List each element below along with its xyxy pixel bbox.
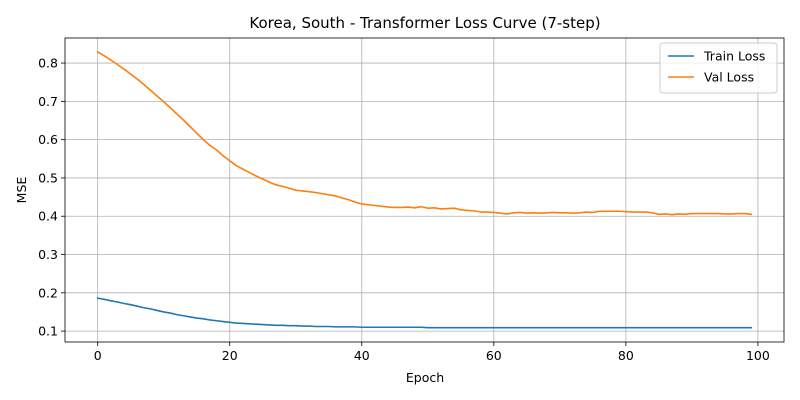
y-tick-label: 0.3	[38, 247, 58, 262]
x-axis-ticks: 0 20 40 60 80 100	[94, 342, 770, 363]
plot-area-frame	[64, 37, 785, 343]
gridlines	[65, 38, 784, 342]
x-tick-label: 20	[222, 348, 238, 363]
series-lines	[96, 50, 753, 329]
y-axis-ticks: 0.1 0.2 0.3 0.4 0.5 0.6 0.7 0.8	[38, 56, 65, 339]
y-tick-label: 0.4	[38, 209, 58, 224]
x-tick-label: 80	[618, 348, 634, 363]
chart-title: Korea, South - Transformer Loss Curve (7…	[249, 14, 600, 32]
y-tick-label: 0.7	[38, 94, 58, 109]
y-axis-label: MSE	[14, 177, 29, 204]
legend: Train Loss Val Loss	[659, 42, 778, 94]
y-tick-label: 0.6	[38, 132, 58, 147]
y-tick-label: 0.8	[38, 56, 58, 71]
legend-label-val-loss: Val Loss	[704, 70, 754, 85]
x-axis-label: Epoch	[406, 370, 444, 385]
y-tick-label: 0.1	[38, 324, 58, 339]
series-line-val-loss	[96, 50, 753, 216]
x-tick-label: 100	[746, 348, 770, 363]
x-tick-label: 60	[486, 348, 502, 363]
y-tick-label: 0.5	[38, 170, 58, 185]
x-tick-label: 40	[354, 348, 370, 363]
y-tick-label: 0.2	[38, 285, 58, 300]
series-line-train-loss	[96, 297, 753, 329]
x-tick-label: 0	[94, 348, 102, 363]
legend-label-train-loss: Train Loss	[703, 49, 765, 64]
